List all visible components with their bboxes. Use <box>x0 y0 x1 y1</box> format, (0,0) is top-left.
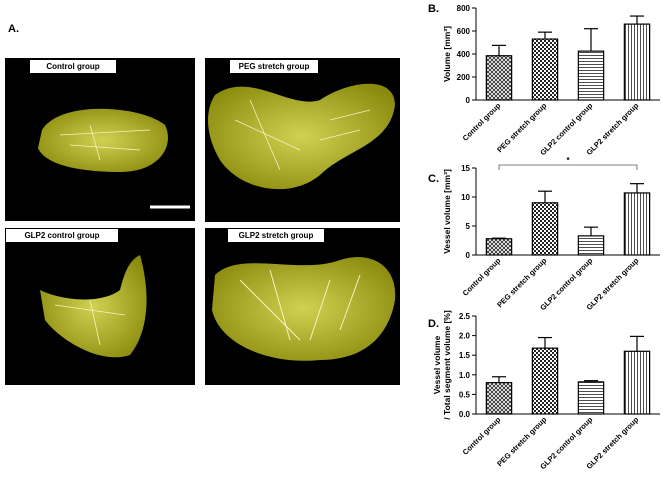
bar <box>623 192 651 256</box>
y-tick-label: 200 <box>457 73 471 82</box>
x-tick-label: GLP2 stretch group <box>585 256 641 312</box>
x-tick-label: PEG stretch group <box>495 415 549 469</box>
x-tick-label: PEG stretch group <box>495 101 549 155</box>
significance-label: * <box>566 156 570 165</box>
y-tick-label: 10 <box>461 193 470 202</box>
y-tick-label: 2.0 <box>459 332 471 341</box>
y-tick-label: 5 <box>466 222 471 231</box>
image-label: GLP2 stretch group <box>239 231 314 240</box>
panel-label: D. <box>428 318 439 330</box>
y-tick-label: 0.0 <box>459 410 471 419</box>
image-panel: GLP2 stretch group <box>205 228 400 385</box>
bar <box>531 347 559 415</box>
bar <box>485 55 513 101</box>
x-tick-label: GLP2 stretch group <box>585 101 641 157</box>
image-label: Control group <box>46 62 99 71</box>
y-tick-label: 800 <box>457 4 471 13</box>
bar <box>485 382 513 415</box>
y-tick-label: 600 <box>457 27 471 36</box>
bar <box>577 50 605 101</box>
bar <box>577 381 605 415</box>
y-tick-label: 2.5 <box>459 312 471 321</box>
bar <box>531 202 559 256</box>
y-tick-label: 1.0 <box>459 371 471 380</box>
x-tick-label: Control group <box>461 256 503 298</box>
image-label: PEG stretch group <box>239 62 310 71</box>
y-axis-label: / Total segment volume [%] <box>442 310 452 420</box>
image-label: GLP2 control group <box>24 231 99 240</box>
image-panel: GLP2 control group <box>5 228 195 385</box>
bar <box>485 238 513 256</box>
x-tick-label: GLP2 stretch group <box>585 415 641 471</box>
image-panel: Control group <box>5 58 195 221</box>
y-axis-label: Vessel volume [mm³] <box>442 169 452 254</box>
y-tick-label: 1.5 <box>459 351 471 360</box>
y-axis-label: Vessel volume <box>432 335 442 394</box>
y-tick-label: 0 <box>466 96 471 105</box>
x-tick-label: Control group <box>461 415 503 457</box>
y-tick-label: 15 <box>461 164 470 173</box>
panel-label: B. <box>428 3 439 15</box>
y-tick-label: 0 <box>466 251 471 260</box>
significance-bracket <box>498 164 638 170</box>
x-tick-label: PEG stretch group <box>495 256 549 310</box>
panel-label: C. <box>428 173 439 185</box>
bar <box>531 38 559 101</box>
panel-label: A. <box>8 23 19 35</box>
bar <box>623 350 651 415</box>
y-tick-label: 0.5 <box>459 390 471 399</box>
bar <box>577 235 605 256</box>
x-tick-label: Control group <box>461 101 503 143</box>
image-panel: PEG stretch group <box>205 58 400 222</box>
y-tick-label: 400 <box>457 50 471 59</box>
bar <box>623 23 651 101</box>
y-axis-label: Volume [mm³] <box>442 26 452 82</box>
